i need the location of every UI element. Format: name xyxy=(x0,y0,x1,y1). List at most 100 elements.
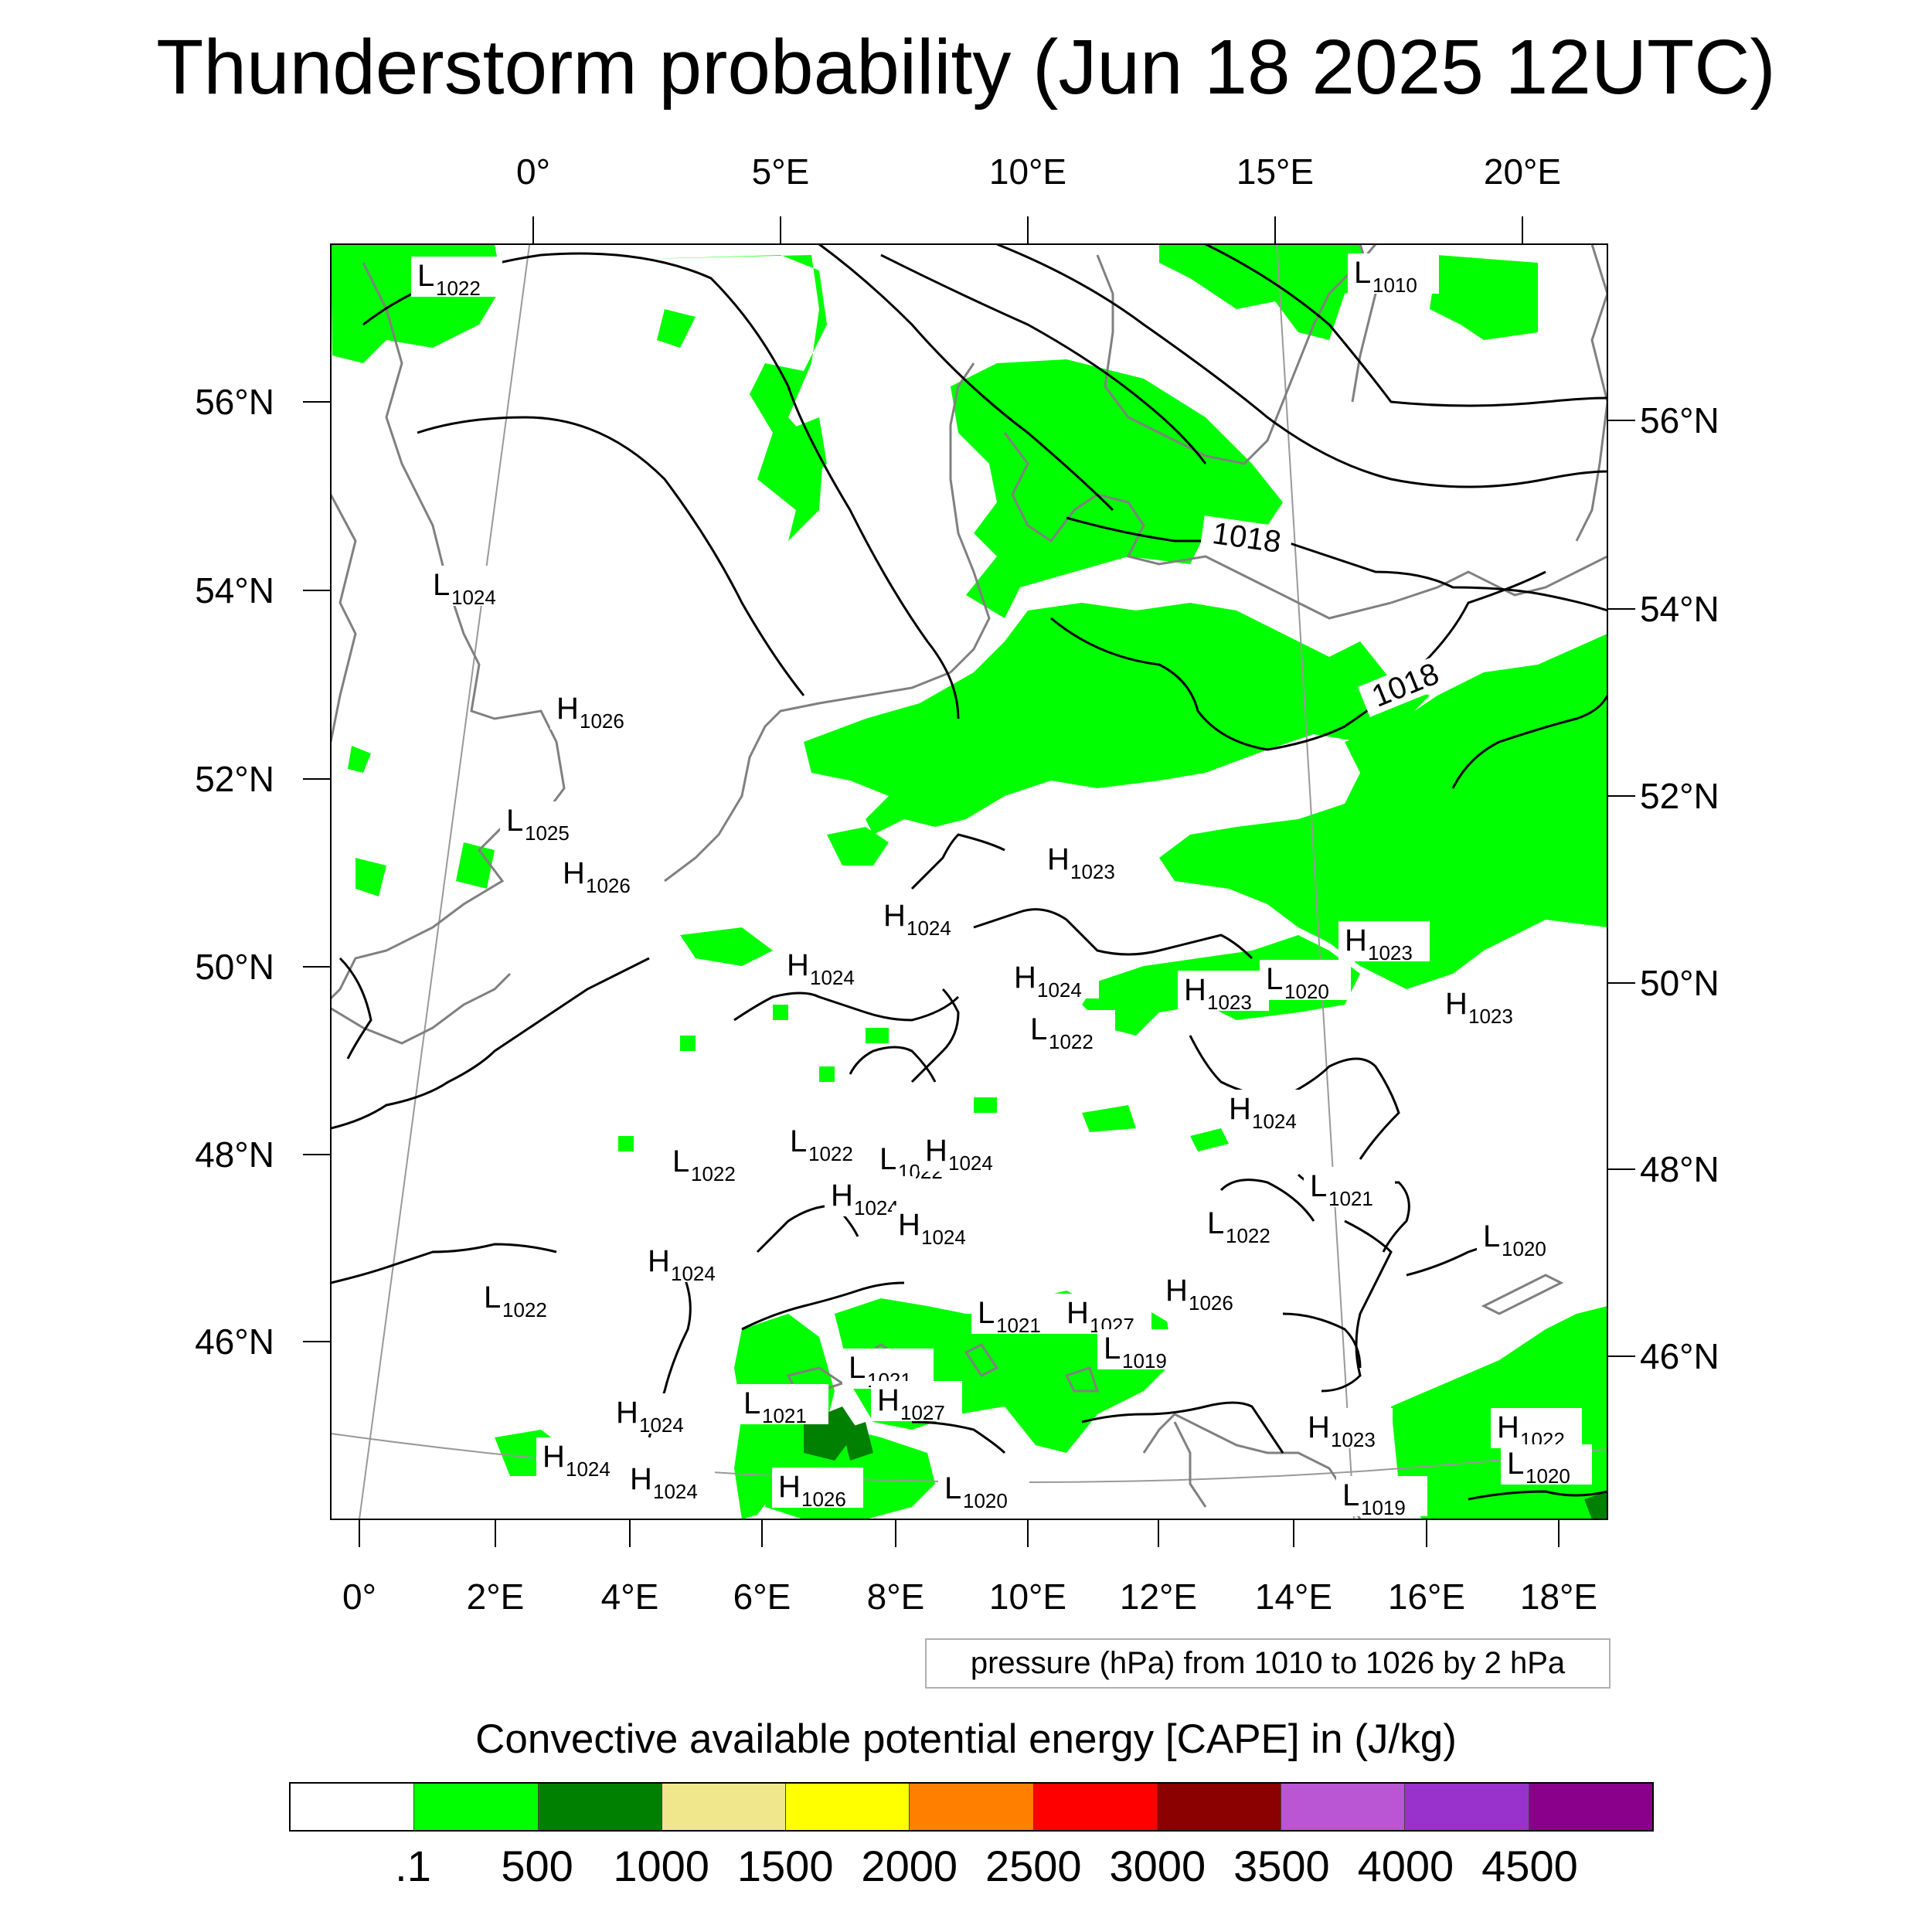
pressure-center-value: 1027 xyxy=(900,1401,945,1424)
pressure-center-value: 1023 xyxy=(1468,1005,1513,1028)
bottom-tick-label: 12°E xyxy=(1120,1577,1197,1617)
pressure-center-box xyxy=(556,854,648,894)
pressure-center-box xyxy=(938,1469,1029,1509)
pressure-center-box xyxy=(877,896,968,937)
pressure-center-value: 1024 xyxy=(810,966,855,989)
pressure-center-low: L 1020 xyxy=(938,1469,1029,1512)
pressure-center-value: 1024 xyxy=(566,1458,611,1481)
pressure-center-type: L xyxy=(417,259,434,293)
pressure-center-box xyxy=(1201,1204,1292,1244)
pressure-center-type: H xyxy=(1047,842,1070,876)
pressure-center-type: H xyxy=(630,1462,652,1496)
cape-field-layer xyxy=(331,244,1607,1519)
pressure-center-type: H xyxy=(1345,923,1367,957)
pressure-center-value: 1020 xyxy=(1502,1237,1546,1260)
pressure-center-value: 1025 xyxy=(525,821,570,845)
pressure-center-value: 1022 xyxy=(691,1162,736,1185)
pressure-center-type: H xyxy=(1445,987,1468,1021)
pressure-center-box xyxy=(1301,1408,1393,1448)
pressure-center-type: H xyxy=(1184,973,1206,1007)
bottom-tick-label: 6°E xyxy=(733,1577,791,1617)
pressure-center-box xyxy=(1159,1271,1250,1311)
pressure-center-low: L 1010 xyxy=(1348,253,1439,297)
pressure-center-box xyxy=(478,1278,569,1318)
cape-area-poland xyxy=(1159,634,1607,989)
cape-area-uk xyxy=(348,746,495,896)
coast-balaton xyxy=(1481,1274,1564,1315)
pressure-center-box xyxy=(1348,253,1439,294)
colorbar-swatch xyxy=(1156,1784,1281,1830)
pressure-center-value: 1021 xyxy=(762,1404,807,1427)
meridian-0 xyxy=(359,244,531,1519)
pressure-center-box xyxy=(1304,1167,1395,1207)
pressure-center-high: H 1027 xyxy=(871,1381,962,1424)
pressure-center-type: L xyxy=(1207,1206,1224,1240)
meridian-15e xyxy=(1276,244,1355,1519)
pressure-center-type: L xyxy=(506,804,523,838)
cape-area-lowcountries xyxy=(827,827,889,866)
pressure-center-box xyxy=(784,1122,875,1162)
colorbar-swatch xyxy=(291,1784,414,1830)
pressure-center-value: 1019 xyxy=(1122,1349,1167,1372)
pressure-center-high: H 1026 xyxy=(550,689,641,733)
pressure-center-value: 1024 xyxy=(948,1151,993,1175)
left-tick-label: 56°N xyxy=(195,382,274,422)
bottom-tick-label: 2°E xyxy=(467,1577,525,1617)
right-tick-label: 46°N xyxy=(1640,1336,1719,1376)
pressure-center-type: H xyxy=(1014,961,1036,995)
isobar-label: 1018 xyxy=(1199,515,1294,560)
pressure-center-value: 1021 xyxy=(1328,1187,1373,1210)
isobar xyxy=(1451,695,1607,789)
pressure-center-type: H xyxy=(1165,1274,1188,1308)
cape-area-scandinavia-north xyxy=(1159,244,1376,340)
cape-area-germany-north xyxy=(804,603,1430,835)
pressure-center-type: H xyxy=(1229,1092,1251,1126)
cape-area-denmark xyxy=(951,359,1283,618)
isobar-label-text: 1018 xyxy=(1210,516,1283,560)
isobar xyxy=(996,244,1607,488)
pressure-center-box xyxy=(1060,1294,1151,1334)
isobar xyxy=(417,416,805,696)
pressure-center-type: H xyxy=(831,1179,853,1213)
colorbar-swatch xyxy=(785,1784,910,1830)
colorbar-swatch xyxy=(661,1784,786,1830)
pressure-center-box xyxy=(624,1460,715,1500)
pressure-center-box xyxy=(1477,1217,1568,1257)
isobar xyxy=(818,244,1114,512)
colorbar-label: 3000 xyxy=(1109,1842,1206,1890)
pressure-center-type: L xyxy=(790,1124,807,1158)
pressure-center-type: L xyxy=(879,1142,896,1176)
pressure-center-value: 1010 xyxy=(1372,274,1417,297)
isobar xyxy=(1282,1312,1362,1369)
bottom-tick-label: 4°E xyxy=(601,1577,659,1617)
pressure-center-box xyxy=(610,1393,701,1434)
cape-area-baltic-north xyxy=(1430,255,1538,340)
pressure-center-box xyxy=(1501,1444,1592,1485)
top-tick-label: 5°E xyxy=(752,151,810,192)
pressure-center-value: 1024 xyxy=(921,1226,966,1249)
pressure-center-box xyxy=(500,801,591,842)
colorbar-labels: .1 500 1000 1500 2000 2500 3000 3500 4000 4500 xyxy=(0,1841,1932,1895)
pressure-center-high: H 1024 xyxy=(825,1176,916,1219)
pressure-center-type: L xyxy=(849,1351,866,1385)
pressure-center-type: L xyxy=(1266,962,1283,996)
pressure-center-box xyxy=(892,1206,983,1246)
pressure-center-low: L 1021 xyxy=(737,1384,828,1427)
pressure-center-box xyxy=(1223,1090,1314,1130)
cape-area-norway xyxy=(645,255,827,541)
isobar xyxy=(733,992,960,1022)
top-tick-label: 15°E xyxy=(1236,151,1314,192)
pressure-info-box: pressure (hPa) from 1010 to 1026 by 2 hP… xyxy=(925,1638,1611,1689)
pressure-center-value: 1023 xyxy=(1070,860,1115,883)
pressure-center-value: 1022 xyxy=(436,277,481,300)
pressure-center-low: L 1020 xyxy=(1477,1217,1568,1260)
coast-uk-west xyxy=(331,494,357,743)
map-frame xyxy=(330,243,1608,1520)
left-tick-label: 52°N xyxy=(195,759,274,799)
pressure-center-box xyxy=(411,257,502,297)
pressure-center-low: L 1019 xyxy=(1336,1476,1427,1519)
colorbar-label: 1500 xyxy=(736,1842,834,1890)
isobar xyxy=(849,1046,937,1083)
